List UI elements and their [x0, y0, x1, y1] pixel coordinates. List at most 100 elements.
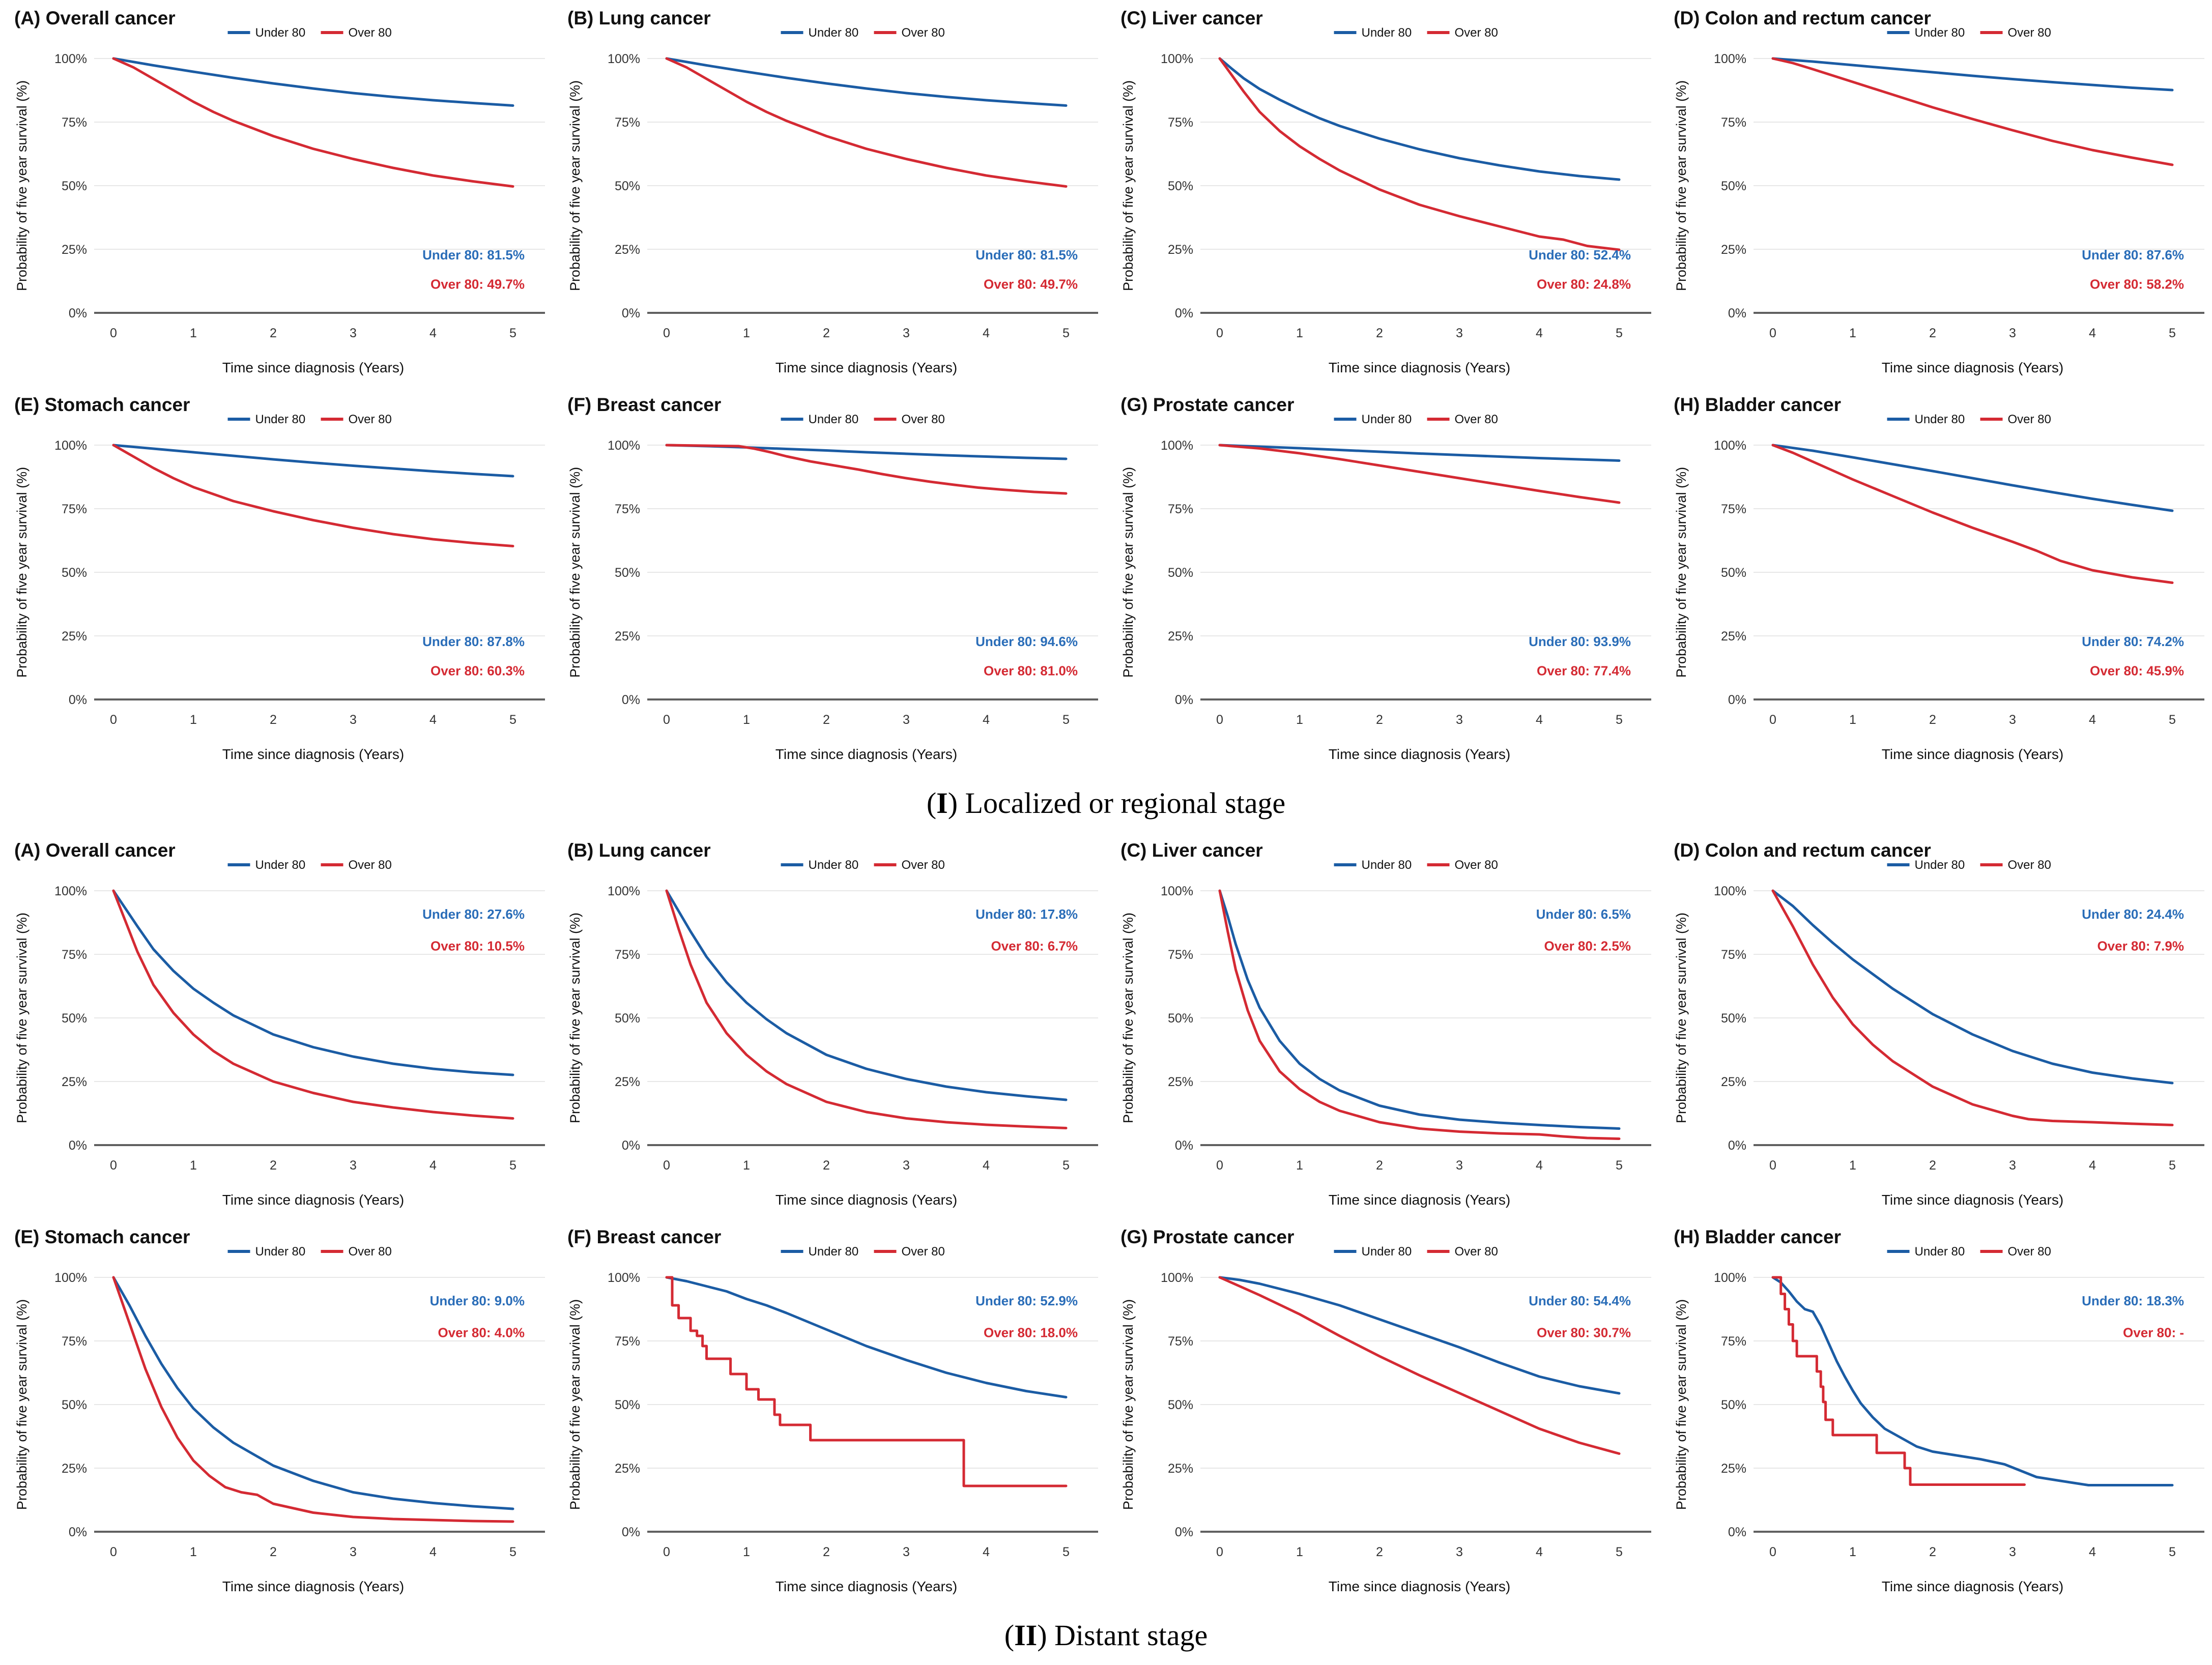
y-tick-label: 50% — [1721, 179, 1746, 193]
y-tick-label: 50% — [62, 566, 87, 580]
annotation-under80: Under 80: 52.4% — [1529, 247, 1631, 262]
x-tick-label: 0 — [663, 326, 670, 340]
x-tick-label: 3 — [1456, 326, 1463, 340]
curve-under80 — [1771, 1276, 2174, 1486]
legend-label-over80: Over 80 — [1455, 413, 1498, 426]
x-tick-label: 2 — [270, 713, 277, 727]
y-tick-label: 25% — [1168, 1462, 1193, 1476]
y-tick-label: 100% — [54, 439, 87, 453]
x-tick-label: 5 — [2169, 1545, 2176, 1559]
x-tick-label: 4 — [2089, 326, 2096, 340]
annotation-under80: Under 80: 27.6% — [422, 907, 525, 922]
x-tick-label: 4 — [429, 713, 437, 727]
y-tick-label: 0% — [622, 1138, 640, 1153]
legend-label-under80: Under 80 — [255, 858, 306, 872]
curve-under80 — [665, 1276, 1068, 1398]
panel-title: (H) Bladder cancer — [1674, 1226, 1841, 1247]
x-tick-label: 0 — [663, 1158, 670, 1173]
x-tick-label: 1 — [743, 713, 750, 727]
annotation-over80: Over 80: 49.7% — [984, 277, 1078, 292]
x-tick-label: 1 — [190, 1158, 197, 1173]
x-tick-label: 5 — [509, 1158, 516, 1173]
y-tick-label: 50% — [1168, 566, 1193, 580]
km-panel-II-G: (G) Prostate cancer Under 80 Over 80 100% 75… — [1106, 1219, 1659, 1605]
y-tick-label: 50% — [62, 179, 87, 193]
x-tick-label: 2 — [1929, 326, 1936, 340]
km-panel-II-A: (A) Overall cancer Under 80 Over 80 100% 75%… — [0, 832, 553, 1219]
legend-label-under80: Under 80 — [1362, 1245, 1412, 1259]
annotation-under80: Under 80: 81.5% — [422, 247, 525, 262]
y-axis-label: Probability of five year survival (%) — [1121, 1299, 1136, 1510]
annotation-under80: Under 80: 81.5% — [975, 247, 1078, 262]
y-tick-label: 100% — [1161, 439, 1193, 453]
panel-title: (F) Breast cancer — [567, 1226, 721, 1247]
x-tick-label: 3 — [1456, 1545, 1463, 1559]
legend-label-over80: Over 80 — [902, 413, 945, 426]
y-tick-label: 100% — [54, 884, 87, 898]
km-panel-I-D: (D) Colon and rectum cancer Under 80 Over … — [1659, 0, 2212, 387]
y-tick-label: 75% — [1721, 948, 1746, 962]
y-axis-label: Probability of five year survival (%) — [567, 80, 583, 291]
y-tick-label: 100% — [54, 1271, 87, 1285]
x-tick-label: 0 — [1216, 1158, 1223, 1173]
curve-over80 — [1218, 1276, 1621, 1455]
curve-over80 — [665, 1276, 1068, 1487]
y-tick-label: 50% — [615, 1011, 640, 1026]
panel-title: (G) Prostate cancer — [1121, 1226, 1294, 1247]
annotation-over80: Over 80: 45.9% — [2090, 663, 2184, 679]
y-tick-label: 50% — [1721, 1398, 1746, 1412]
annotation-under80: Under 80: 54.4% — [1529, 1293, 1631, 1308]
x-tick-label: 2 — [1929, 1158, 1936, 1173]
annotation-over80: Over 80: 81.0% — [984, 663, 1078, 679]
x-tick-label: 0 — [110, 1545, 117, 1559]
annotation-over80: Over 80: 6.7% — [991, 939, 1078, 954]
y-axis-label: Probability of five year survival (%) — [1674, 80, 1689, 291]
annotation-under80: Under 80: 94.6% — [975, 634, 1078, 649]
y-tick-label: 100% — [54, 52, 87, 66]
annotation-under80: Under 80: 87.6% — [2082, 247, 2184, 262]
x-axis-label: Time since diagnosis (Years) — [775, 746, 957, 762]
y-tick-label: 0% — [1728, 693, 1746, 707]
x-tick-label: 1 — [1849, 1158, 1856, 1173]
y-axis-label: Probability of five year survival (%) — [1674, 467, 1689, 678]
y-tick-label: 50% — [1168, 1398, 1193, 1412]
km-panel-II-D: (D) Colon and rectum cancer Under 80 Over … — [1659, 832, 2212, 1219]
curve-under80 — [665, 57, 1068, 107]
y-tick-label: 25% — [1721, 1462, 1746, 1476]
annotation-over80: Over 80: - — [2123, 1325, 2184, 1340]
y-tick-label: 75% — [62, 1334, 87, 1349]
x-tick-label: 1 — [743, 326, 750, 340]
x-tick-label: 1 — [1849, 1545, 1856, 1559]
y-axis-label: Probability of five year survival (%) — [567, 913, 583, 1123]
y-tick-label: 0% — [1175, 306, 1193, 320]
x-tick-label: 3 — [903, 1545, 910, 1559]
panel-title: (A) Overall cancer — [14, 840, 176, 861]
x-tick-label: 4 — [2089, 1545, 2096, 1559]
legend-label-over80: Over 80 — [1455, 1245, 1498, 1259]
annotation-over80: Over 80: 18.0% — [984, 1325, 1078, 1340]
y-tick-label: 25% — [615, 1075, 640, 1089]
legend-label-over80: Over 80 — [349, 413, 392, 426]
panel-title: (E) Stomach cancer — [14, 394, 190, 415]
y-tick-label: 0% — [1175, 693, 1193, 707]
y-tick-label: 100% — [608, 439, 640, 453]
legend-label-under80: Under 80 — [1362, 858, 1412, 872]
annotation-over80: Over 80: 10.5% — [430, 939, 525, 954]
legend-label-under80: Under 80 — [1915, 26, 1965, 40]
y-axis-label: Probability of five year survival (%) — [1674, 1299, 1689, 1510]
x-tick-label: 5 — [1062, 326, 1070, 340]
km-panel-I-E: (E) Stomach cancer Under 80 Over 80 100% 75%… — [0, 387, 553, 773]
annotation-under80: Under 80: 6.5% — [1536, 907, 1631, 922]
x-tick-label: 4 — [983, 713, 990, 727]
x-tick-label: 2 — [1929, 1545, 1936, 1559]
y-tick-label: 50% — [615, 1398, 640, 1412]
curve-under80 — [112, 57, 514, 107]
y-tick-label: 25% — [1721, 1075, 1746, 1089]
x-tick-label: 5 — [1616, 1158, 1623, 1173]
y-tick-label: 25% — [1721, 243, 1746, 257]
